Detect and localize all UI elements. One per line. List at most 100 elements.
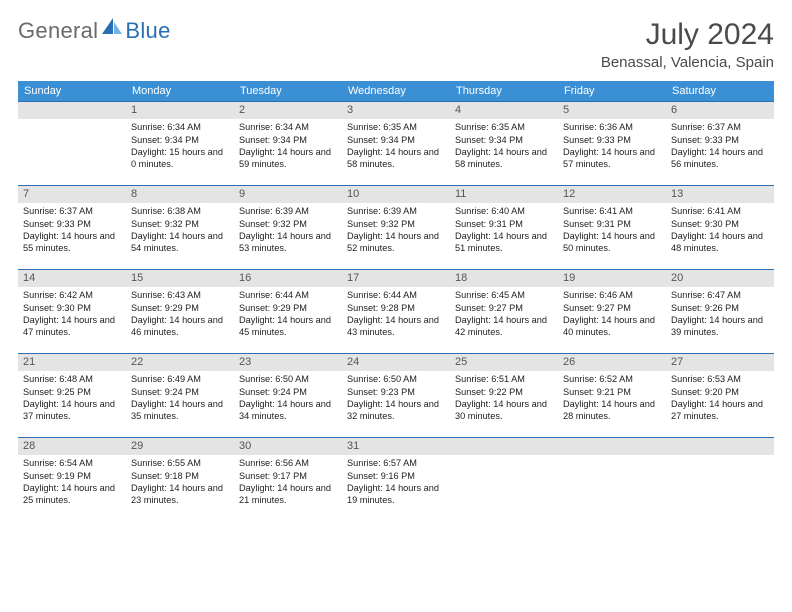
day-info-line: Daylight: 14 hours and 55 minutes. <box>23 230 121 255</box>
calendar-week-row: 21Sunrise: 6:48 AMSunset: 9:25 PMDayligh… <box>18 354 774 438</box>
day-info-line: Daylight: 14 hours and 43 minutes. <box>347 314 445 339</box>
day-info-line: Sunset: 9:33 PM <box>563 134 661 146</box>
day-info-line: Sunset: 9:19 PM <box>23 470 121 482</box>
day-info: Sunrise: 6:43 AMSunset: 9:29 PMDaylight:… <box>126 287 234 345</box>
day-info-line: Sunset: 9:33 PM <box>23 218 121 230</box>
day-info-line: Sunset: 9:29 PM <box>239 302 337 314</box>
calendar-table: Sunday Monday Tuesday Wednesday Thursday… <box>18 81 774 522</box>
calendar-day-cell: 20Sunrise: 6:47 AMSunset: 9:26 PMDayligh… <box>666 270 774 354</box>
day-info-line: Sunrise: 6:42 AM <box>23 289 121 301</box>
calendar-day-cell: 30Sunrise: 6:56 AMSunset: 9:17 PMDayligh… <box>234 438 342 522</box>
day-info-line: Sunrise: 6:35 AM <box>455 121 553 133</box>
day-info-line: Sunrise: 6:37 AM <box>23 205 121 217</box>
col-friday: Friday <box>558 81 666 102</box>
day-number: 19 <box>558 270 666 287</box>
day-number: 17 <box>342 270 450 287</box>
day-info-line: Sunset: 9:21 PM <box>563 386 661 398</box>
calendar-day-cell: 18 Sunrise: 6:45 AMSunset: 9:27 PMDayligh… <box>450 270 558 354</box>
day-info-line: Sunset: 9:24 PM <box>131 386 229 398</box>
day-info-line: Daylight: 14 hours and 53 minutes. <box>239 230 337 255</box>
day-number <box>18 102 126 119</box>
day-number: 13 <box>666 186 774 203</box>
day-info-line: Sunset: 9:31 PM <box>455 218 553 230</box>
day-info-line: Daylight: 14 hours and 37 minutes. <box>23 398 121 423</box>
day-info-line: Sunrise: 6:34 AM <box>131 121 229 133</box>
calendar-week-row: 1Sunrise: 6:34 AMSunset: 9:34 PMDaylight… <box>18 102 774 186</box>
day-info-line: Sunrise: 6:36 AM <box>563 121 661 133</box>
calendar-day-cell: 7Sunrise: 6:37 AMSunset: 9:33 PMDaylight… <box>18 186 126 270</box>
day-info-line: Sunrise: 6:48 AM <box>23 373 121 385</box>
day-info-line: Sunset: 9:32 PM <box>131 218 229 230</box>
day-info-line: Sunrise: 6:34 AM <box>239 121 337 133</box>
day-number: 2 <box>234 102 342 119</box>
day-info: Sunrise: 6:55 AMSunset: 9:18 PMDaylight:… <box>126 455 234 513</box>
day-info-line: Sunrise: 6:57 AM <box>347 457 445 469</box>
title-block: July 2024 Benassal, Valencia, Spain <box>601 18 774 71</box>
day-number: 21 <box>18 354 126 371</box>
day-info: Sunrise: 6:41 AMSunset: 9:30 PMDaylight:… <box>666 203 774 261</box>
calendar-day-cell: 6Sunrise: 6:37 AMSunset: 9:33 PMDaylight… <box>666 102 774 186</box>
day-number: 26 <box>558 354 666 371</box>
day-info-line: Sunrise: 6:51 AM <box>455 373 553 385</box>
day-info-line: Sunrise: 6:39 AM <box>347 205 445 217</box>
day-info <box>558 455 666 511</box>
logo-sail-icon <box>102 16 124 42</box>
day-info-line: Daylight: 14 hours and 32 minutes. <box>347 398 445 423</box>
day-info-line: Sunset: 9:30 PM <box>671 218 769 230</box>
day-info-line: Daylight: 15 hours and 0 minutes. <box>131 146 229 171</box>
day-info: Sunrise: 6:50 AMSunset: 9:24 PMDaylight:… <box>234 371 342 429</box>
day-info-line: Daylight: 14 hours and 21 minutes. <box>239 482 337 507</box>
day-info-line: Daylight: 14 hours and 27 minutes. <box>671 398 769 423</box>
day-number: 3 <box>342 102 450 119</box>
day-info: Sunrise: 6:36 AMSunset: 9:33 PMDaylight:… <box>558 119 666 177</box>
calendar-header-row: Sunday Monday Tuesday Wednesday Thursday… <box>18 81 774 102</box>
calendar-day-cell: 2Sunrise: 6:34 AMSunset: 9:34 PMDaylight… <box>234 102 342 186</box>
day-number: 28 <box>18 438 126 455</box>
day-info-line: Sunset: 9:27 PM <box>455 302 553 314</box>
day-info: Sunrise: 6:41 AMSunset: 9:31 PMDaylight:… <box>558 203 666 261</box>
day-info: Sunrise: 6:35 AMSunset: 9:34 PMDaylight:… <box>342 119 450 177</box>
day-info-line: Sunrise: 6:52 AM <box>563 373 661 385</box>
day-number: 18 <box>450 270 558 287</box>
day-info-line: Sunrise: 6:45 AM <box>455 289 553 301</box>
calendar-week-row: 14Sunrise: 6:42 AMSunset: 9:30 PMDayligh… <box>18 270 774 354</box>
day-info-line: Sunset: 9:33 PM <box>671 134 769 146</box>
day-info-line: Daylight: 14 hours and 45 minutes. <box>239 314 337 339</box>
day-info-line: Sunrise: 6:54 AM <box>23 457 121 469</box>
day-info-line: Daylight: 14 hours and 56 minutes. <box>671 146 769 171</box>
day-info-line: Sunrise: 6:35 AM <box>347 121 445 133</box>
day-info: Sunrise: 6:56 AMSunset: 9:17 PMDaylight:… <box>234 455 342 513</box>
day-info-line: Sunrise: 6:46 AM <box>563 289 661 301</box>
day-info-line: Daylight: 14 hours and 35 minutes. <box>131 398 229 423</box>
calendar-day-cell: 17Sunrise: 6:44 AMSunset: 9:28 PMDayligh… <box>342 270 450 354</box>
calendar-day-cell: 16Sunrise: 6:44 AMSunset: 9:29 PMDayligh… <box>234 270 342 354</box>
calendar-day-cell: 25Sunrise: 6:51 AMSunset: 9:22 PMDayligh… <box>450 354 558 438</box>
day-info: Sunrise: 6:50 AMSunset: 9:23 PMDaylight:… <box>342 371 450 429</box>
day-info-line: Daylight: 14 hours and 30 minutes. <box>455 398 553 423</box>
day-number: 4 <box>450 102 558 119</box>
day-info-line: Sunset: 9:23 PM <box>347 386 445 398</box>
day-info-line: Daylight: 14 hours and 42 minutes. <box>455 314 553 339</box>
day-info: Sunrise: 6:51 AMSunset: 9:22 PMDaylight:… <box>450 371 558 429</box>
calendar-body: 1Sunrise: 6:34 AMSunset: 9:34 PMDaylight… <box>18 102 774 522</box>
day-info-line: Sunset: 9:34 PM <box>455 134 553 146</box>
day-info: Sunrise: 6:39 AMSunset: 9:32 PMDaylight:… <box>234 203 342 261</box>
day-info: Sunrise: 6:57 AMSunset: 9:16 PMDaylight:… <box>342 455 450 513</box>
day-info-line: Daylight: 14 hours and 28 minutes. <box>563 398 661 423</box>
day-info: Sunrise: 6:48 AMSunset: 9:25 PMDaylight:… <box>18 371 126 429</box>
day-info: Sunrise: 6:44 AMSunset: 9:29 PMDaylight:… <box>234 287 342 345</box>
calendar-day-cell: 19Sunrise: 6:46 AMSunset: 9:27 PMDayligh… <box>558 270 666 354</box>
day-number: 24 <box>342 354 450 371</box>
calendar-day-cell: 27Sunrise: 6:53 AMSunset: 9:20 PMDayligh… <box>666 354 774 438</box>
day-info-line: Sunrise: 6:53 AM <box>671 373 769 385</box>
day-info-line: Daylight: 14 hours and 54 minutes. <box>131 230 229 255</box>
day-info-line: Daylight: 14 hours and 19 minutes. <box>347 482 445 507</box>
col-monday: Monday <box>126 81 234 102</box>
day-info-line: Sunrise: 6:49 AM <box>131 373 229 385</box>
day-info-line: Sunset: 9:27 PM <box>563 302 661 314</box>
day-number: 9 <box>234 186 342 203</box>
col-saturday: Saturday <box>666 81 774 102</box>
day-info-line: Sunset: 9:34 PM <box>347 134 445 146</box>
day-info-line: Sunset: 9:26 PM <box>671 302 769 314</box>
calendar-day-cell <box>666 438 774 522</box>
